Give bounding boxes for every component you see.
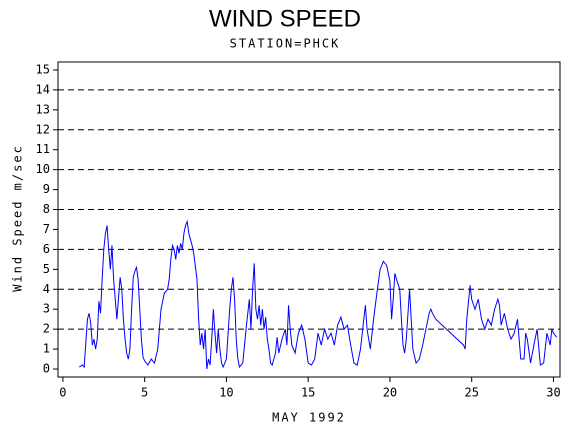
data-line [79,219,558,370]
y-tick-label: 0 [43,362,50,376]
y-tick-label: 4 [43,282,50,296]
y-axis-label: Wind Speed m/sec [11,144,25,292]
y-tick-label: 12 [36,122,50,136]
x-tick-label: 20 [383,386,397,400]
plot-frame [57,61,561,378]
y-tick-label: 13 [36,102,50,116]
y-tick-label: 7 [43,222,50,236]
x-tick-label: 30 [546,386,560,400]
y-tick-label: 9 [43,182,50,196]
y-tick-label: 3 [43,302,50,316]
chart-title: WIND SPEED [209,5,361,32]
x-tick-label: 10 [219,386,233,400]
y-tick-label: 8 [43,202,50,216]
y-tick-label: 14 [36,82,50,96]
y-tick-label: 1 [43,342,50,356]
y-tick-label: 15 [36,62,50,76]
x-axis-label: MAY 1992 [272,411,346,425]
y-tick-label: 5 [43,262,50,276]
chart-subtitle: STATION=PHCK [230,37,341,51]
x-tick-label: 0 [59,386,66,400]
y-tick-label: 2 [43,322,50,336]
y-tick-label: 10 [36,162,50,176]
y-tick-label: 11 [36,142,50,156]
x-tick-label: 25 [464,386,478,400]
y-tick-label: 6 [43,242,50,256]
x-tick-label: 5 [141,386,148,400]
x-tick-label: 15 [301,386,315,400]
